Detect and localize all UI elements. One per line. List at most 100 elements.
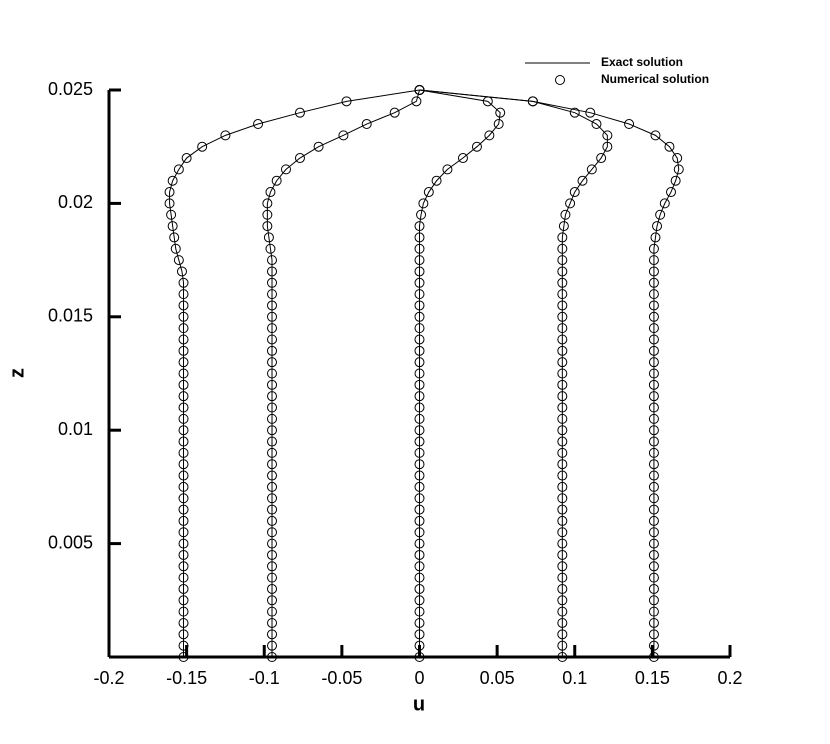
numerical-point bbox=[414, 640, 425, 651]
numerical-point bbox=[267, 334, 278, 345]
numerical-point bbox=[670, 175, 681, 186]
numerical-point bbox=[181, 153, 192, 164]
numerical-point bbox=[267, 527, 278, 538]
numerical-point bbox=[267, 549, 278, 560]
numerical-point bbox=[267, 368, 278, 379]
numerical-point bbox=[557, 334, 568, 345]
numerical-point bbox=[414, 402, 425, 413]
numerical-point bbox=[423, 187, 434, 198]
numerical-point bbox=[557, 345, 568, 356]
numerical-point bbox=[672, 153, 683, 164]
numerical-point bbox=[414, 470, 425, 481]
numerical-point bbox=[178, 357, 189, 368]
numerical-point bbox=[591, 119, 602, 130]
numerical-point bbox=[414, 425, 425, 436]
exact-line bbox=[169, 89, 420, 657]
numerical-point bbox=[178, 345, 189, 356]
numerical-point bbox=[648, 493, 659, 504]
numerical-point bbox=[414, 447, 425, 458]
numerical-point bbox=[267, 652, 278, 662]
numerical-point bbox=[557, 640, 568, 651]
numerical-point bbox=[666, 187, 677, 198]
x-tick-label: -0.2 bbox=[93, 668, 124, 688]
numerical-point bbox=[262, 198, 273, 209]
numerical-point bbox=[602, 141, 613, 152]
numerical-point bbox=[414, 504, 425, 515]
numerical-point bbox=[673, 164, 684, 175]
numerical-point bbox=[178, 549, 189, 560]
numerical-point bbox=[557, 379, 568, 390]
numerical-point bbox=[648, 243, 659, 254]
numerical-point bbox=[624, 119, 635, 130]
numerical-point bbox=[414, 277, 425, 288]
numerical-point bbox=[557, 572, 568, 583]
x-tick-label: 0.1 bbox=[562, 668, 587, 688]
numerical-point bbox=[557, 357, 568, 368]
numerical-point bbox=[267, 323, 278, 334]
numerical-point bbox=[648, 447, 659, 458]
numerical-point bbox=[294, 153, 305, 164]
numerical-point bbox=[262, 209, 273, 220]
numerical-point bbox=[414, 481, 425, 492]
numerical-point bbox=[178, 436, 189, 447]
numerical-point bbox=[648, 652, 659, 662]
numerical-point bbox=[178, 402, 189, 413]
numerical-point bbox=[557, 232, 568, 243]
x-tick-label: -0.1 bbox=[249, 668, 280, 688]
numerical-point bbox=[648, 289, 659, 300]
numerical-point bbox=[414, 652, 425, 662]
numerical-point bbox=[267, 504, 278, 515]
numerical-point bbox=[557, 413, 568, 424]
y-tick-label: 0.02 bbox=[58, 192, 93, 212]
numerical-point bbox=[557, 459, 568, 470]
numerical-point bbox=[267, 572, 278, 583]
numerical-point bbox=[178, 459, 189, 470]
numerical-point bbox=[267, 266, 278, 277]
numerical-point bbox=[557, 391, 568, 402]
numerical-point bbox=[577, 175, 588, 186]
numerical-point bbox=[557, 538, 568, 549]
numerical-point bbox=[414, 561, 425, 572]
numerical-point bbox=[267, 470, 278, 481]
numerical-point bbox=[267, 561, 278, 572]
numerical-point bbox=[648, 334, 659, 345]
numerical-point bbox=[495, 107, 506, 118]
numerical-point bbox=[414, 266, 425, 277]
numerical-point bbox=[648, 345, 659, 356]
numerical-point bbox=[267, 538, 278, 549]
numerical-point bbox=[414, 572, 425, 583]
exact-line bbox=[419, 89, 608, 657]
numerical-point bbox=[431, 175, 442, 186]
numerical-point bbox=[648, 277, 659, 288]
numerical-point bbox=[313, 141, 324, 152]
numerical-point bbox=[414, 538, 425, 549]
numerical-point bbox=[178, 425, 189, 436]
numerical-point bbox=[648, 481, 659, 492]
numerical-point bbox=[414, 549, 425, 560]
numerical-point bbox=[166, 209, 177, 220]
numerical-point bbox=[664, 141, 675, 152]
y-tick-label: 0.025 bbox=[48, 79, 93, 99]
numerical-point bbox=[341, 96, 352, 107]
numerical-point bbox=[178, 413, 189, 424]
numerical-point bbox=[263, 232, 274, 243]
numerical-point bbox=[173, 164, 184, 175]
numerical-point bbox=[648, 323, 659, 334]
numerical-point bbox=[178, 300, 189, 311]
numerical-point bbox=[557, 629, 568, 640]
numerical-point bbox=[414, 379, 425, 390]
numerical-point bbox=[414, 629, 425, 640]
numerical-point bbox=[267, 629, 278, 640]
numerical-point bbox=[557, 323, 568, 334]
numerical-point bbox=[648, 255, 659, 266]
numerical-point bbox=[557, 504, 568, 515]
y-tick-label: 0.005 bbox=[48, 532, 93, 552]
y-tick-label: 0.015 bbox=[48, 306, 93, 326]
numerical-point bbox=[557, 255, 568, 266]
numerical-point bbox=[267, 391, 278, 402]
numerical-point bbox=[586, 164, 597, 175]
numerical-point bbox=[648, 379, 659, 390]
numerical-point bbox=[164, 187, 175, 198]
numerical-point bbox=[178, 515, 189, 526]
